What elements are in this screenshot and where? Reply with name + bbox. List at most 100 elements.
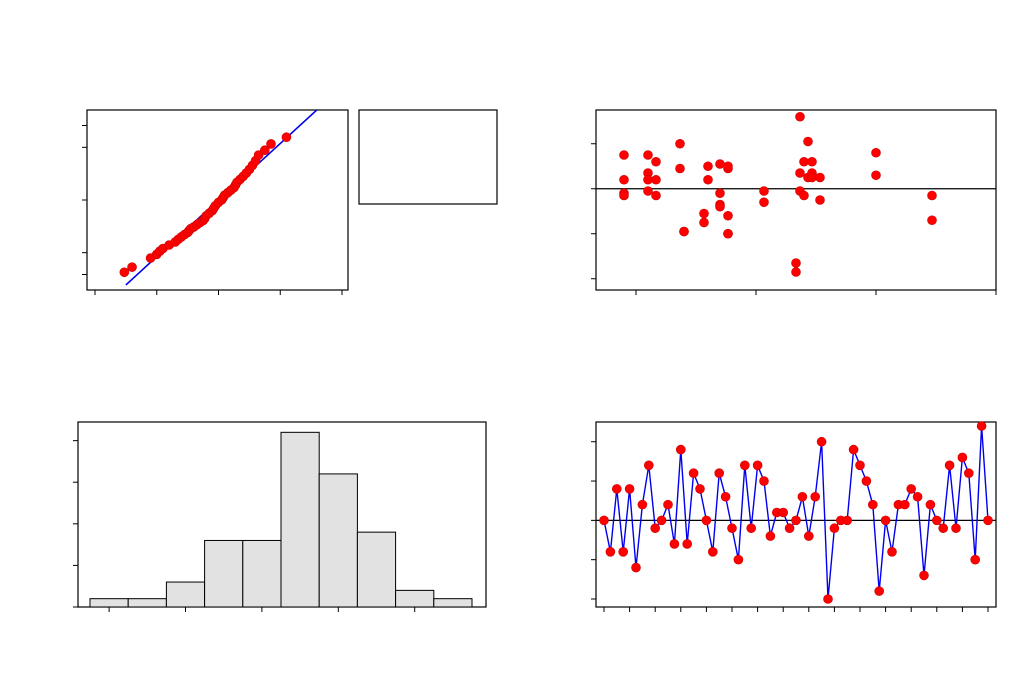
order-point	[976, 421, 987, 431]
fitted-point	[619, 174, 629, 185]
order-point	[912, 491, 923, 502]
fitted-point	[651, 190, 661, 201]
residuals-vs-order-plot	[591, 421, 997, 612]
order-point	[848, 444, 859, 455]
order-point	[957, 452, 968, 463]
order-point	[931, 515, 942, 526]
fitted-point	[651, 174, 661, 185]
histogram-bar	[127, 598, 167, 608]
order-point	[611, 484, 622, 494]
fitted-point	[791, 258, 801, 268]
histogram-bar	[204, 539, 244, 608]
order-point	[919, 570, 929, 581]
fitted-point	[715, 188, 725, 199]
fitted-point	[699, 217, 709, 228]
normal-plot-y-ticks	[82, 124, 87, 276]
order-point	[829, 523, 840, 534]
fitted-point	[715, 201, 725, 212]
fitted-point	[871, 170, 881, 181]
order-point	[791, 515, 801, 526]
order-point	[663, 499, 673, 510]
order-point	[656, 515, 667, 526]
order-point	[970, 554, 981, 565]
order-point	[880, 515, 891, 526]
order-point	[983, 515, 993, 526]
order-point	[810, 491, 821, 502]
fitted-point	[675, 138, 685, 149]
fitted-point	[927, 215, 937, 226]
fitted-point	[699, 208, 709, 219]
histogram-bar	[89, 598, 129, 608]
order-point	[855, 460, 865, 471]
order-point	[746, 523, 757, 534]
fitted-point	[927, 190, 937, 201]
normal-plot-x-ticks	[94, 290, 343, 295]
fitted-point	[759, 197, 769, 208]
fitted-point	[703, 161, 713, 172]
order-point	[631, 562, 641, 573]
histogram-bar	[280, 431, 320, 608]
fitted-point	[643, 174, 653, 185]
order-point	[688, 468, 699, 478]
order-plot-y-ticks	[591, 441, 596, 600]
order-point	[944, 460, 955, 471]
fitted-point	[807, 172, 817, 183]
fitted-point	[715, 159, 725, 169]
fitted-plot-x-ticks	[635, 290, 997, 295]
normal-point	[127, 262, 137, 272]
order-point	[675, 444, 686, 455]
order-point	[823, 594, 833, 604]
order-plot-x-ticks	[603, 607, 989, 612]
order-point	[752, 460, 763, 471]
order-point	[720, 491, 731, 502]
order-point	[899, 499, 910, 510]
histogram-bar	[395, 589, 435, 608]
order-point	[925, 499, 936, 510]
fitted-point	[723, 228, 733, 239]
histogram-bar	[318, 473, 358, 608]
histogram-bars	[89, 431, 473, 608]
order-point	[784, 523, 795, 534]
order-point	[599, 515, 609, 526]
normal-point	[260, 145, 270, 156]
fitted-plot-points	[619, 111, 937, 277]
fitted-point	[703, 174, 713, 185]
order-point	[695, 484, 705, 494]
order-point	[624, 484, 635, 494]
order-point	[727, 523, 737, 534]
order-point	[637, 499, 648, 510]
order-plot-frame	[595, 421, 997, 608]
order-point	[887, 547, 897, 557]
fitted-point	[651, 156, 661, 167]
fitted-point	[799, 156, 809, 167]
normal-point	[281, 132, 292, 143]
fitted-point	[795, 168, 805, 178]
fitted-point	[675, 163, 685, 174]
order-point	[938, 523, 949, 534]
order-point	[778, 507, 789, 518]
order-point	[605, 547, 616, 557]
order-point	[842, 515, 853, 526]
histogram-x-ticks	[108, 607, 416, 612]
fitted-point	[871, 147, 881, 158]
fitted-point	[619, 190, 629, 201]
fitted-point	[643, 186, 653, 196]
fitted-point	[723, 210, 733, 221]
fitted-point	[815, 172, 825, 183]
order-point	[759, 476, 769, 486]
order-point	[797, 491, 808, 502]
fitted-point	[795, 111, 805, 122]
fitted-point	[799, 190, 809, 201]
order-point	[650, 523, 661, 534]
histogram-bar	[433, 598, 473, 608]
order-point	[682, 539, 693, 549]
order-series-line	[603, 425, 989, 600]
statistics-box	[358, 109, 498, 205]
normal-plot-points	[119, 132, 292, 278]
fitted-point	[791, 267, 801, 277]
order-point	[643, 460, 654, 471]
fitted-point	[803, 136, 813, 147]
fitted-point	[619, 150, 629, 160]
histogram-y-ticks	[73, 440, 78, 608]
